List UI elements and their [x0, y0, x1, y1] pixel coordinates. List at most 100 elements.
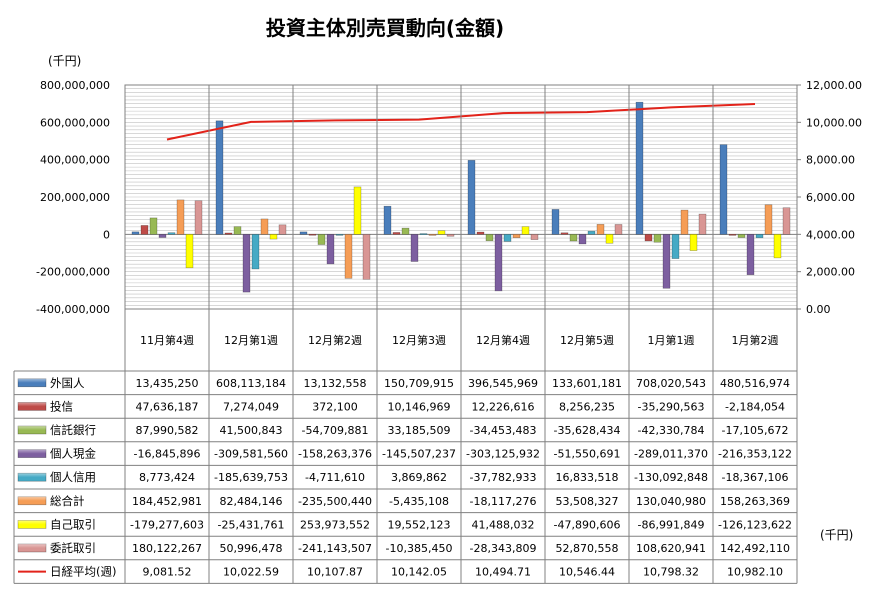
bar — [755, 234, 764, 239]
bar — [737, 234, 746, 238]
bar — [299, 231, 308, 235]
bar — [326, 234, 335, 265]
table-cell: -54,709,881 — [302, 424, 369, 437]
bar — [746, 234, 755, 276]
table-cell: -303,125,932 — [466, 448, 540, 461]
table-cell: 10,982.10 — [727, 566, 783, 579]
legend-label: 日経平均(週) — [50, 565, 116, 579]
table-cell: 608,113,184 — [216, 377, 286, 390]
bar — [335, 234, 344, 236]
bar — [494, 234, 503, 292]
table-cell: -5,435,108 — [389, 495, 449, 508]
data-table: 11月第4週 12月第1週 12月第2週 12月第3週 12月第4週 12月第5週 1月第1… — [13, 85, 798, 584]
legend-key-shine — [18, 473, 46, 478]
category-label: 12月第5週 — [560, 333, 614, 347]
bar — [719, 144, 728, 235]
bar — [353, 186, 362, 235]
bar — [317, 234, 326, 245]
legend-key-shine — [18, 449, 46, 454]
category-label: 12月第3週 — [392, 333, 446, 347]
table-cell: -235,500,440 — [298, 495, 372, 508]
legend-key-shine — [18, 520, 46, 525]
bar — [437, 230, 446, 235]
table-cell: 184,452,981 — [132, 495, 202, 508]
bar — [158, 234, 167, 238]
table-cell: -241,143,507 — [298, 542, 372, 555]
table-cell: -185,639,753 — [214, 471, 288, 484]
bar — [419, 233, 428, 235]
table-cell: 150,709,915 — [384, 377, 454, 390]
bars — [131, 101, 791, 293]
table-cell: 41,488,032 — [472, 518, 535, 531]
table-cell: -18,367,106 — [722, 471, 789, 484]
bar — [773, 234, 782, 259]
table-cell: 108,620,941 — [636, 542, 706, 555]
table-cell: -42,330,784 — [638, 424, 705, 437]
bar — [635, 101, 644, 235]
left-tick-label: 800,000,000 — [40, 79, 110, 92]
bar — [503, 234, 512, 242]
table-cell: -25,431,761 — [218, 518, 285, 531]
bar — [251, 234, 260, 270]
table-cell: 47,636,187 — [136, 400, 199, 413]
table-cell: 158,263,369 — [720, 495, 790, 508]
legend-label: 自己取引 — [50, 517, 96, 531]
table-cell: -2,184,054 — [725, 400, 785, 413]
table-cell: -47,890,606 — [554, 518, 621, 531]
bar — [689, 234, 698, 251]
bar — [560, 232, 569, 235]
bar — [140, 225, 149, 235]
table-cell: 19,552,123 — [388, 518, 451, 531]
legend-label: 委託取引 — [50, 541, 96, 555]
table-cell: -309,581,560 — [214, 448, 288, 461]
table-cell: -51,550,691 — [554, 448, 621, 461]
table-cell: 50,996,478 — [220, 542, 283, 555]
bar — [392, 232, 401, 235]
legend-label: 総合計 — [50, 494, 85, 508]
table-cell: 10,146,969 — [388, 400, 451, 413]
chart-title: 投資主体別売買動向(金額) — [266, 16, 504, 40]
table-cell: 9,081.52 — [143, 566, 192, 579]
table-cell: 87,990,582 — [136, 424, 199, 437]
bar — [596, 224, 605, 235]
bar — [260, 218, 269, 235]
table-cell: 480,516,974 — [720, 377, 790, 390]
table-cell: 82,484,146 — [220, 495, 283, 508]
table-cell: -28,343,809 — [470, 542, 537, 555]
table-cell: 8,773,424 — [139, 471, 195, 484]
table-cell: 53,508,327 — [556, 495, 619, 508]
right-tick-label: 2,000.00 — [806, 266, 855, 279]
table-cell: 41,500,843 — [220, 424, 283, 437]
table-cell: 253,973,552 — [300, 518, 370, 531]
table-cell: 13,435,250 — [136, 377, 199, 390]
legend-label: 投信 — [50, 399, 73, 413]
table-cell: -34,453,483 — [470, 424, 537, 437]
bar — [512, 234, 521, 239]
bar — [680, 209, 689, 235]
bar — [698, 213, 707, 235]
bar — [233, 226, 242, 235]
bar — [401, 227, 410, 235]
table-cell: 133,601,181 — [552, 377, 622, 390]
legend-key-shine — [18, 544, 46, 548]
category-label: 11月第4週 — [140, 333, 194, 347]
table-cell: -35,628,434 — [554, 424, 621, 437]
table-cell: -289,011,370 — [634, 448, 708, 461]
left-tick-label: -200,000,000 — [36, 266, 110, 279]
bar — [551, 209, 560, 235]
legend-key-shine — [18, 402, 46, 407]
legend-label: 個人信用 — [50, 470, 96, 484]
bar — [278, 224, 287, 235]
bar — [308, 233, 317, 236]
legend-label: 外国人 — [50, 376, 85, 390]
bar — [476, 231, 485, 235]
table-cell: 130,040,980 — [636, 495, 706, 508]
category-label: 1月第1週 — [648, 333, 695, 347]
bar — [671, 234, 680, 259]
table-cell: -18,117,276 — [470, 495, 537, 508]
table-cell: 180,122,267 — [132, 542, 202, 555]
bar — [530, 234, 539, 240]
legend-key-shine — [18, 426, 46, 430]
bar — [167, 232, 176, 235]
table-cell: -86,991,849 — [638, 518, 705, 531]
